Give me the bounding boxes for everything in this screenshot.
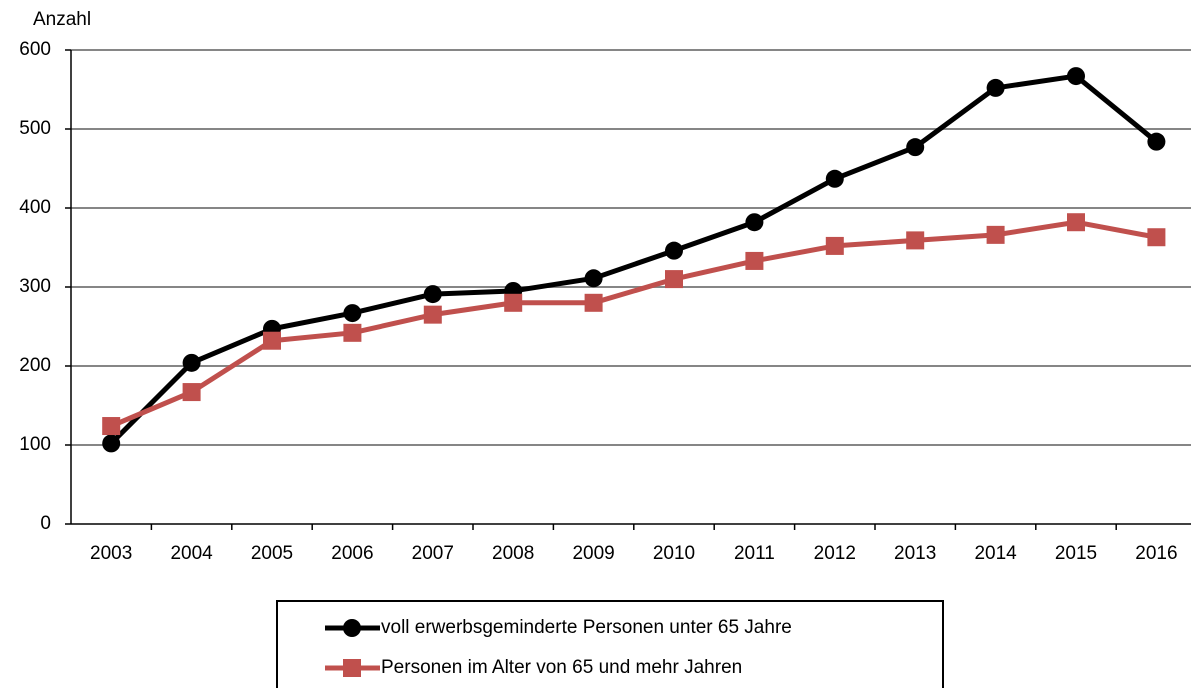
marker	[343, 304, 362, 323]
marker	[1067, 213, 1085, 232]
x-tick-label: 2008	[492, 543, 534, 564]
y-axis-label: Anzahl	[33, 9, 91, 30]
x-tick-label: 2004	[170, 543, 213, 564]
marker	[423, 305, 442, 324]
legend-label: Personen im Alter von 65 und mehr Jahren	[381, 657, 742, 678]
marker	[825, 236, 844, 255]
series-line	[109, 73, 1158, 446]
marker	[182, 353, 201, 372]
marker	[584, 269, 603, 288]
y-tick-label: 500	[19, 118, 51, 139]
marker	[102, 434, 121, 453]
marker	[1147, 132, 1166, 151]
x-tick-label: 2014	[974, 543, 1017, 564]
x-tick-label: 2010	[653, 543, 695, 564]
y-tick-label: 200	[19, 355, 51, 376]
marker	[745, 251, 764, 270]
x-tick-label: 2012	[814, 543, 856, 564]
marker	[423, 285, 442, 304]
marker	[745, 213, 764, 232]
series-line	[110, 219, 1157, 429]
y-tick-label: 300	[19, 276, 51, 297]
marker	[906, 138, 925, 157]
marker	[665, 241, 683, 260]
legend-label: voll erwerbsgeminderte Personen unter 65…	[381, 617, 792, 638]
marker	[343, 619, 361, 637]
marker	[825, 169, 844, 188]
y-tick-label: 0	[40, 513, 51, 534]
x-tick-label: 2003	[90, 543, 132, 564]
y-tick-label: 400	[19, 197, 51, 218]
x-tick-label: 2015	[1055, 543, 1097, 564]
marker	[665, 270, 683, 289]
legend-box	[276, 600, 944, 688]
marker	[263, 331, 281, 350]
x-tick-label: 2005	[251, 543, 293, 564]
marker	[986, 78, 1005, 97]
marker	[584, 293, 603, 312]
marker	[343, 659, 361, 677]
marker	[986, 225, 1005, 244]
x-tick-label: 2007	[412, 543, 454, 564]
marker	[906, 231, 925, 250]
x-tick-label: 2013	[894, 543, 936, 564]
y-tick-label: 600	[19, 39, 51, 60]
marker	[182, 383, 201, 402]
x-tick-label: 2009	[572, 543, 614, 564]
x-tick-label: 2016	[1135, 543, 1177, 564]
x-tick-label: 2006	[331, 543, 373, 564]
marker	[504, 293, 523, 312]
y-tick-label: 100	[19, 434, 51, 455]
marker	[1147, 228, 1166, 247]
x-tick-label: 2011	[734, 543, 775, 564]
marker	[102, 417, 121, 436]
marker	[343, 323, 362, 342]
marker	[1067, 67, 1085, 86]
